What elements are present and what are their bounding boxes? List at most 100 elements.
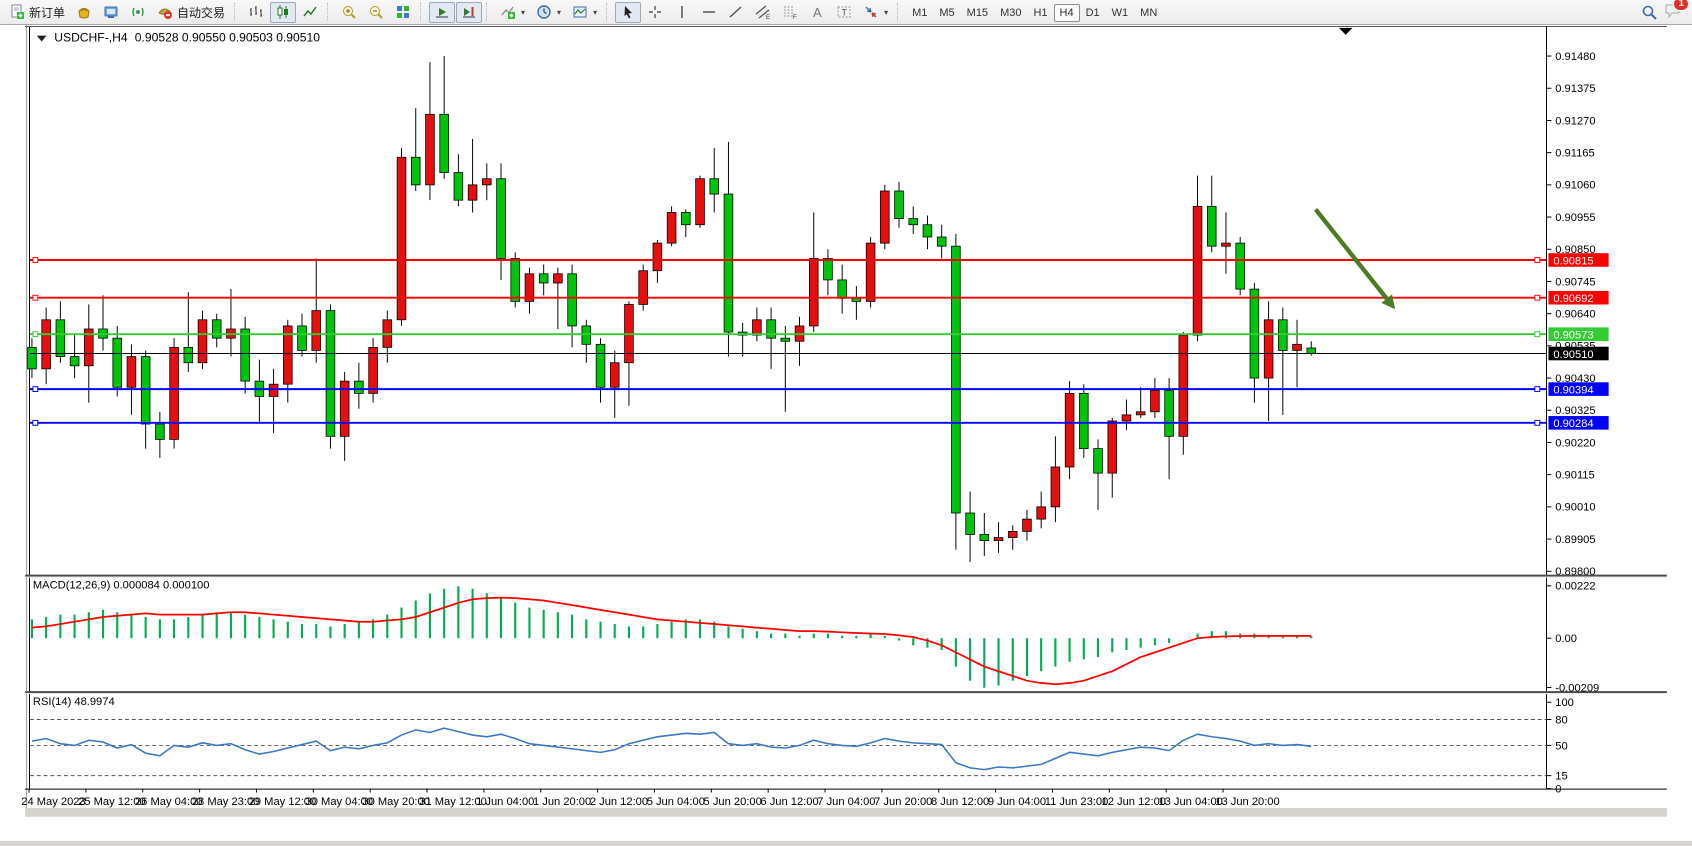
terminal-button[interactable] [98, 2, 124, 23]
candle [1292, 343, 1302, 351]
candle [951, 245, 961, 514]
timeframe-button-m30[interactable]: M30 [1000, 7, 1022, 19]
line-chart-button[interactable] [297, 2, 323, 23]
price-tick-label: 0.90325 [1555, 405, 1595, 417]
candle [709, 178, 719, 195]
horizontal-line-tool-button[interactable] [696, 2, 722, 23]
toolbar-separator [486, 3, 491, 21]
auto-scroll-button[interactable] [429, 1, 456, 23]
line-handle[interactable] [32, 331, 39, 338]
candle [1263, 319, 1274, 379]
timeframe-button-m1[interactable]: M1 [912, 7, 928, 19]
time-tick-label: 6 Jun 12:00 [760, 796, 818, 808]
line-handle[interactable] [32, 294, 39, 301]
line-handle[interactable] [1534, 419, 1541, 426]
timeframe-button-m5[interactable]: M5 [939, 7, 955, 19]
zoom-out-button[interactable] [363, 2, 389, 23]
price-tick-label: 0.90220 [1555, 437, 1595, 449]
price-axis[interactable]: 0.91480 0.91375 0.91270 0.91165 0.91060 0.909… [1546, 25, 1609, 789]
svg-text:E: E [766, 15, 770, 20]
line-handle[interactable] [32, 386, 39, 393]
rsi-axis-label: 100 [1555, 697, 1574, 709]
text-tool-button[interactable]: A [804, 2, 830, 23]
line-price-badge [1548, 327, 1609, 341]
timeframe-button-h1[interactable]: H1 [1033, 7, 1048, 19]
down-arrow-annotation[interactable] [1313, 207, 1396, 310]
candle [396, 156, 407, 321]
text-icon: A [813, 5, 822, 20]
price-tick-label: 0.91375 [1555, 83, 1595, 95]
rsi-panel[interactable]: RSI(14) 48.99741008050150 [29, 696, 1574, 795]
chart-shift-marker-icon[interactable] [1338, 27, 1353, 35]
arrows-tool-button[interactable]: ▾ [858, 2, 893, 23]
candle [41, 319, 51, 370]
chart-shift-button[interactable] [456, 1, 483, 23]
candle [553, 273, 563, 284]
crosshair-tool-button[interactable] [642, 2, 668, 23]
macd-axis-label: 0.00 [1555, 633, 1577, 645]
zoom-in-icon [343, 6, 356, 19]
chart-window: USDCHF-,H4 0.90528 0.90550 0.90503 0.9051… [0, 25, 1692, 841]
notifications-button[interactable]: 1 [1664, 0, 1689, 23]
toolbar-separator [234, 3, 239, 21]
cursor-tool-button[interactable] [615, 1, 642, 23]
candlestick-chart-button[interactable] [270, 1, 297, 23]
timeframe-button-h4[interactable]: H4 [1053, 4, 1080, 22]
line-handle[interactable] [1534, 294, 1541, 301]
candle [567, 273, 577, 327]
search-icon[interactable] [1641, 4, 1658, 21]
line-handle[interactable] [1534, 386, 1541, 393]
signals-button[interactable] [125, 2, 151, 23]
chart-profile-button[interactable] [71, 2, 97, 23]
new-order-button[interactable]: 新订单 [4, 2, 70, 23]
zoom-in-button[interactable] [336, 2, 362, 23]
candle [1178, 334, 1189, 437]
zoom-out-icon [370, 6, 383, 19]
price-tick-label: 0.90430 [1555, 373, 1595, 385]
candle [865, 242, 876, 302]
trendline-icon [729, 6, 742, 18]
candle [283, 325, 293, 385]
line-price-badge-text: 0.90510 [1553, 349, 1593, 361]
trendline-tool-button[interactable] [723, 2, 749, 23]
time-tick-label: 1 Jun 04:00 [476, 796, 534, 808]
candle [240, 328, 250, 382]
tile-windows-button[interactable] [390, 2, 416, 23]
purse-icon [78, 8, 90, 19]
candle [652, 242, 663, 272]
toolbar-separator [420, 3, 425, 21]
chart-canvas[interactable]: USDCHF-,H4 0.90528 0.90550 0.90503 0.9051… [0, 25, 1692, 841]
line-handle[interactable] [1534, 257, 1541, 263]
timeframe-button-d1[interactable]: D1 [1085, 7, 1100, 19]
timeframe-button-w1[interactable]: W1 [1111, 7, 1129, 19]
vertical-line-tool-button[interactable] [669, 2, 695, 23]
line-handle[interactable] [32, 419, 39, 426]
timeframe-button-mn[interactable]: MN [1140, 7, 1158, 19]
timeframe-button-m15[interactable]: M15 [966, 7, 989, 19]
candle [908, 218, 918, 226]
line-handle[interactable] [32, 257, 39, 263]
bar-chart-icon [250, 6, 263, 17]
text-label-tool-button[interactable]: T [831, 2, 857, 23]
candle [1022, 518, 1032, 532]
line-handle[interactable] [1534, 331, 1541, 338]
horizontal-line-objects [29, 257, 1547, 426]
candle [666, 212, 677, 244]
candle [1306, 347, 1317, 354]
channel-tool-button[interactable]: E [750, 2, 776, 23]
candle [325, 310, 336, 437]
toolbar-separator [897, 3, 902, 21]
auto-trading-button[interactable]: 自动交易 [152, 2, 230, 23]
time-tick-label: 30 May 20:00 [362, 796, 430, 808]
periods-button[interactable]: ▾ [531, 2, 566, 23]
macd-panel[interactable]: MACD(12,26,9) 0.000084 0.000100 0.00222 0.… [30, 580, 1599, 695]
templates-button[interactable]: ▾ [567, 2, 602, 23]
fibonacci-tool-button[interactable]: F [777, 2, 803, 23]
time-tick-label: 9 Jun 04:00 [988, 796, 1046, 808]
one-click-expand-icon[interactable] [36, 35, 47, 42]
line-price-badge-text: 0.90394 [1553, 384, 1593, 396]
bar-chart-button[interactable] [243, 2, 269, 23]
candle [169, 347, 179, 440]
indicators-button[interactable]: ▾ [495, 2, 530, 23]
